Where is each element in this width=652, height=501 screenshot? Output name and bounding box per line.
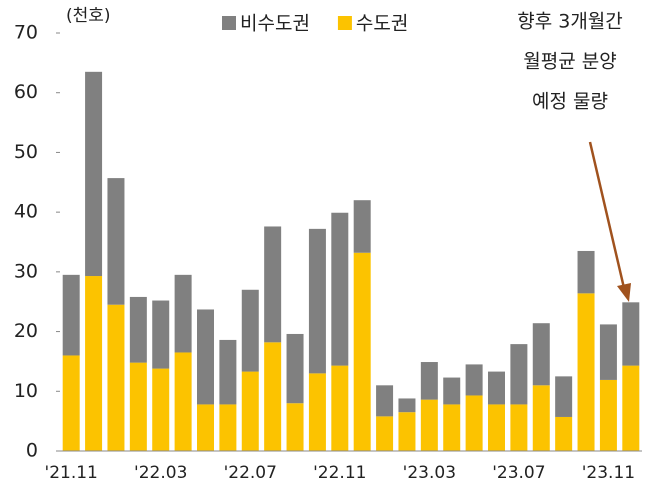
- annotation-text: 향후 3개월간: [517, 11, 623, 33]
- legend-label: 수도권: [356, 13, 408, 35]
- bar-segment: [107, 178, 125, 305]
- bar-segment: [465, 364, 483, 396]
- legend-label: 비수도권: [240, 13, 310, 35]
- bar-segment: [264, 342, 282, 451]
- bar-segment: [174, 352, 192, 451]
- bar-segment: [488, 371, 505, 405]
- y-tick-label: 70: [14, 22, 38, 44]
- bar-segment: [353, 252, 371, 451]
- bar-segment: [152, 368, 170, 451]
- bar-segment: [62, 355, 80, 451]
- bar-segment: [599, 324, 617, 380]
- y-tick-label: 10: [14, 380, 38, 402]
- bar-segment: [129, 362, 147, 451]
- x-tick-label: '21.11: [45, 463, 98, 483]
- x-tick-label: '23.03: [403, 463, 456, 483]
- bar-segment: [510, 344, 528, 405]
- bar-segment: [85, 71, 103, 277]
- bar-segment: [197, 309, 214, 405]
- bar-segment: [532, 385, 550, 451]
- bar-segment: [219, 339, 237, 405]
- bar-segment: [443, 377, 461, 405]
- bar-segment: [398, 412, 416, 451]
- bar-segment: [85, 276, 103, 451]
- bar-segment: [555, 376, 573, 417]
- bar-segment: [308, 228, 326, 374]
- annotation-text: 월평균 분양: [523, 51, 616, 73]
- bar-segment: [443, 404, 461, 451]
- y-tick-label: 20: [14, 320, 38, 342]
- bar-segment: [376, 385, 394, 417]
- bar-segment: [398, 398, 416, 413]
- bar-segment: [331, 212, 349, 366]
- bar-segment: [331, 365, 349, 451]
- y-tick-label: 0: [26, 440, 38, 462]
- bar-segment: [286, 333, 304, 404]
- bar-segment: [420, 399, 438, 451]
- x-tick-label: '23.07: [492, 463, 545, 483]
- bar-segment: [465, 395, 483, 451]
- bar-segment: [152, 300, 170, 369]
- bar-segment: [577, 293, 595, 451]
- unit-label: (천호): [66, 6, 111, 26]
- bar-segment: [532, 323, 550, 386]
- bar-segment: [264, 226, 282, 343]
- bar-segment: [599, 379, 617, 451]
- bar-segment: [555, 416, 573, 451]
- bar-segment: [241, 289, 259, 372]
- y-tick-label: 60: [14, 81, 38, 103]
- bar-segment: [622, 302, 640, 366]
- x-tick-label: '22.07: [224, 463, 277, 483]
- bar-segment: [197, 404, 214, 451]
- y-tick-label: 40: [14, 201, 38, 223]
- y-tick-label: 30: [14, 260, 38, 282]
- bar-segment: [62, 274, 80, 356]
- arrow-head: [617, 283, 631, 302]
- y-tick-label: 50: [14, 141, 38, 163]
- bar-segment: [107, 304, 125, 451]
- bar-segment: [420, 362, 438, 400]
- bar-segment: [286, 403, 304, 451]
- bar-segment: [376, 416, 394, 451]
- bar-segment: [622, 365, 640, 451]
- bar-segment: [241, 371, 259, 451]
- bar-segment: [308, 373, 326, 451]
- bar-segment: [353, 200, 371, 253]
- bar-segment: [129, 296, 147, 363]
- annotation-text: 예정 물량: [532, 91, 608, 113]
- legend-swatch: [337, 16, 352, 30]
- legend-swatch: [222, 16, 236, 30]
- x-tick-label: '23.11: [582, 463, 635, 483]
- bar-segment: [219, 404, 237, 451]
- x-tick-label: '22.11: [313, 463, 366, 483]
- bar-segment: [488, 404, 505, 451]
- bar-segment: [174, 274, 192, 353]
- bar-segment: [577, 250, 595, 294]
- bar-segment: [510, 404, 528, 451]
- x-tick-label: '22.03: [134, 463, 187, 483]
- annotation-arrow: [588, 141, 626, 289]
